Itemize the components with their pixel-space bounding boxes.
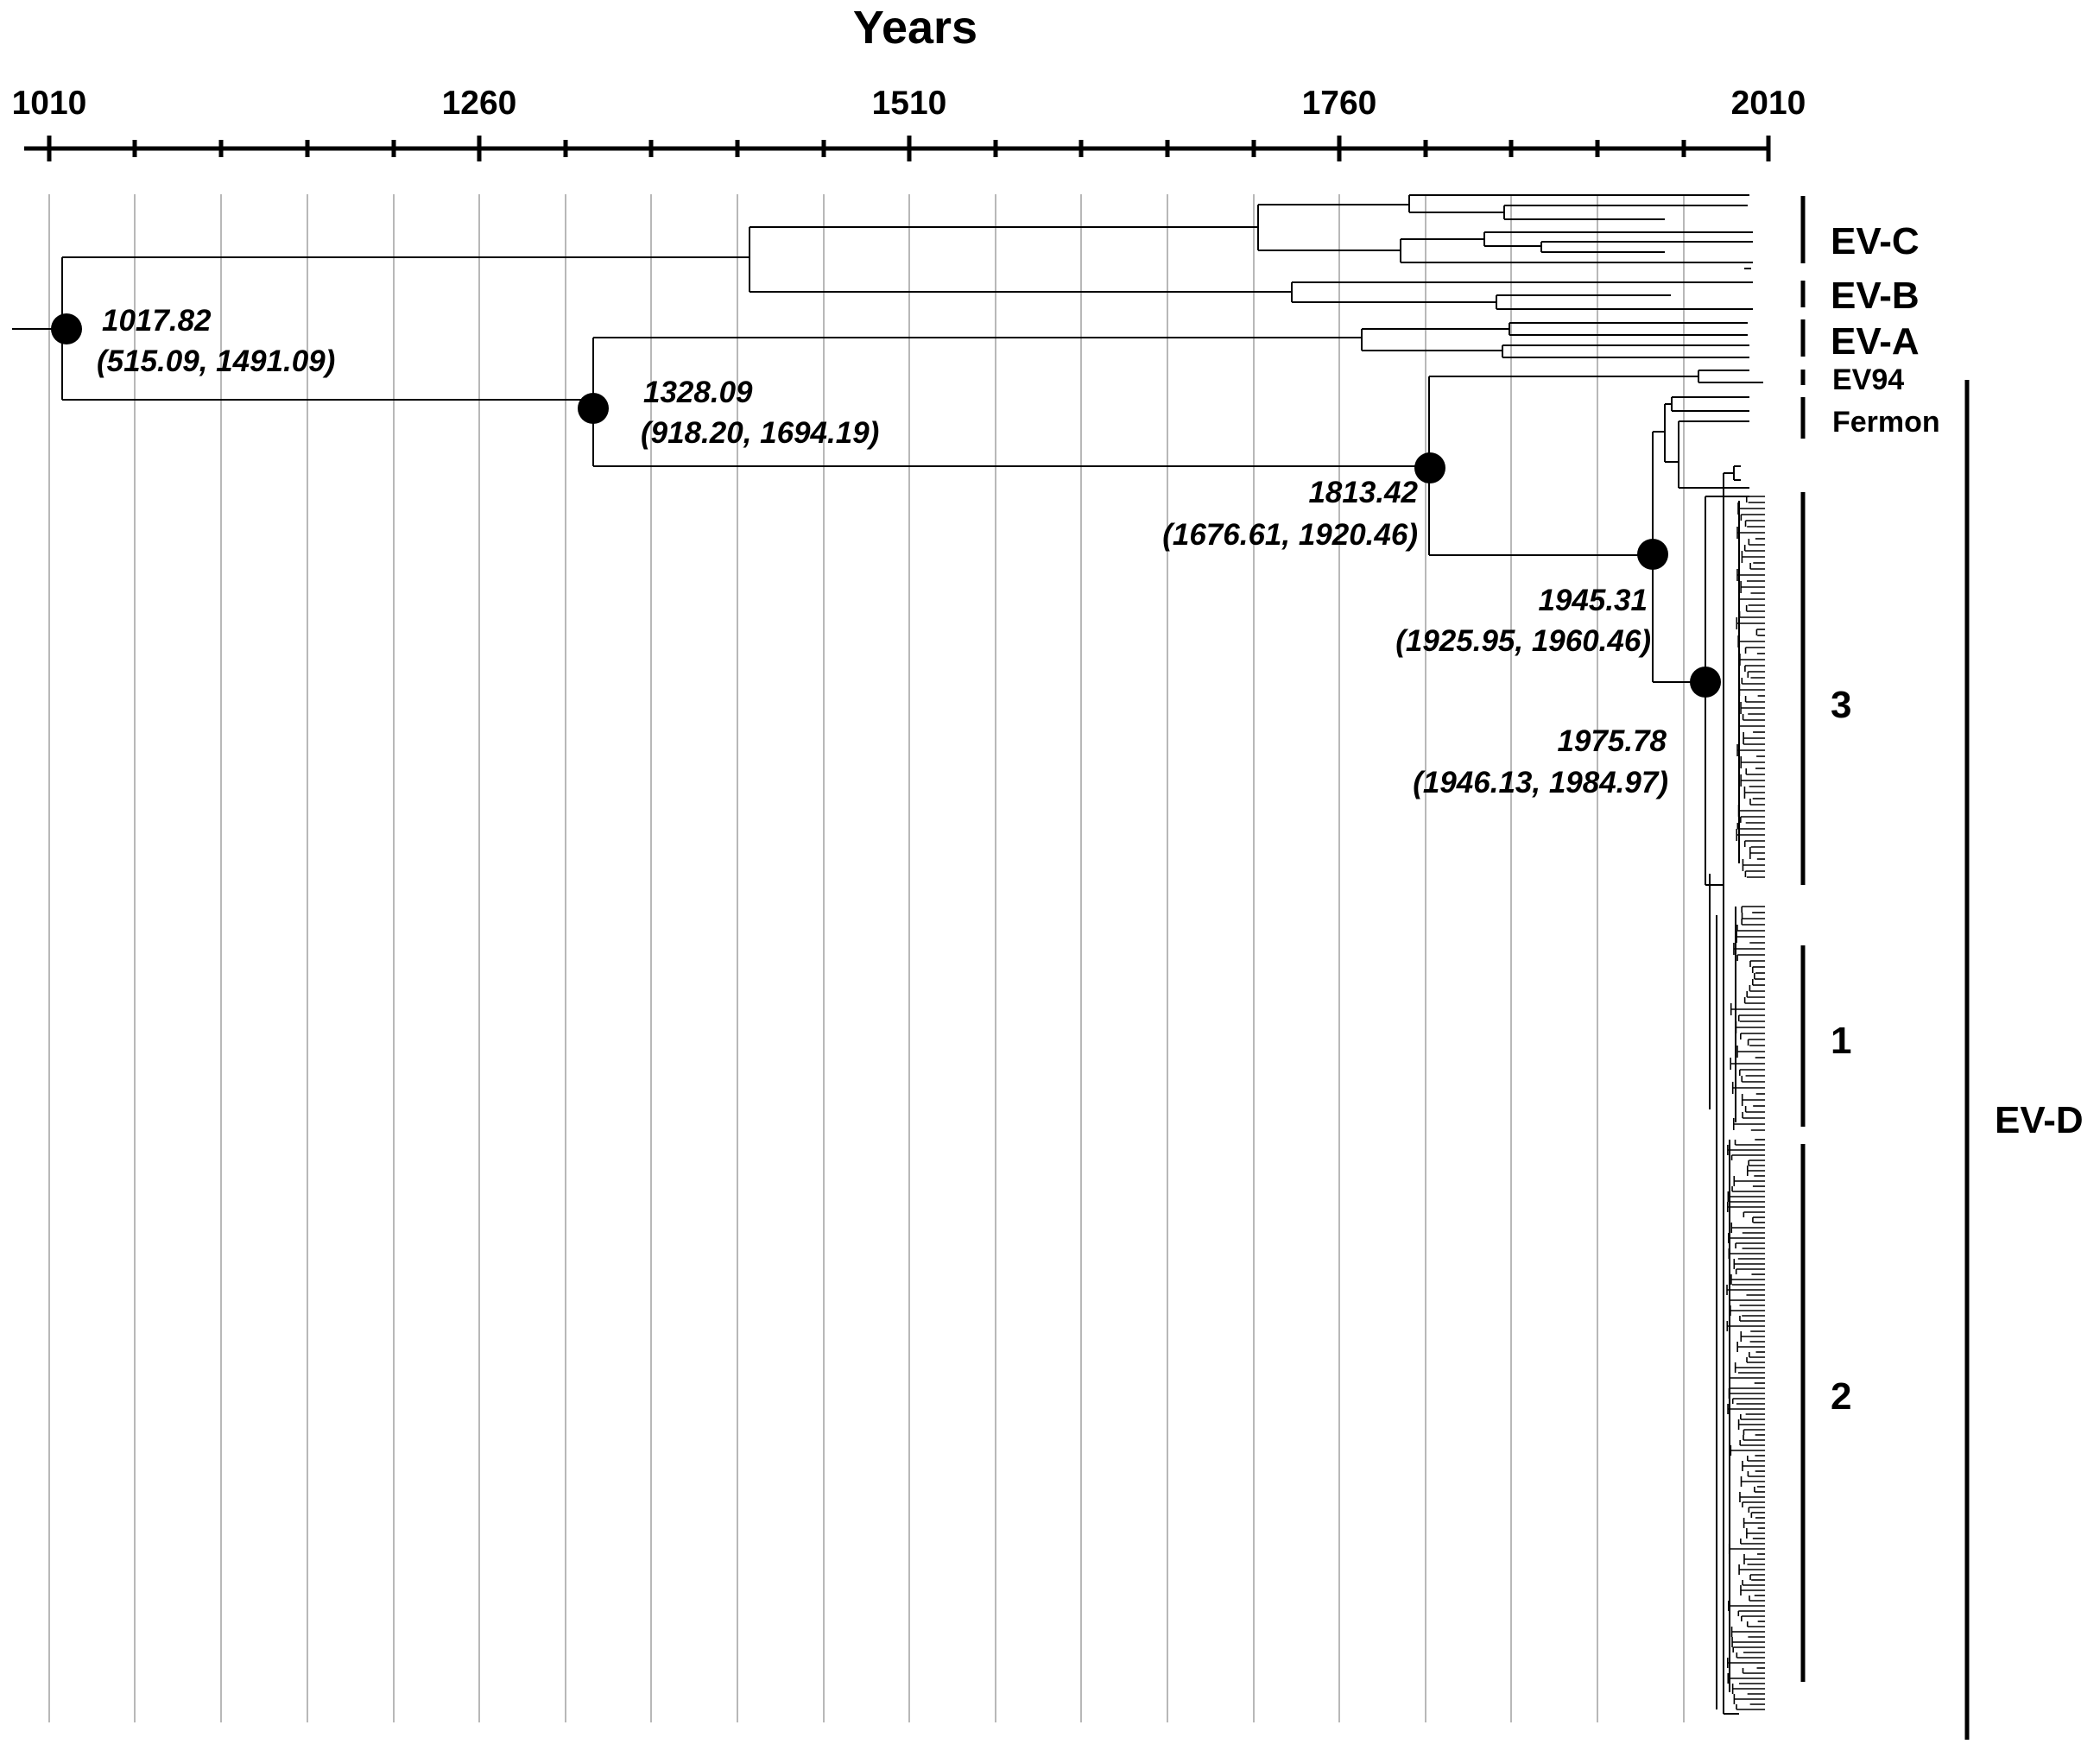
clade-label-sub3: 3 (1831, 684, 1851, 726)
clade-label-sub1: 1 (1831, 1020, 1851, 1062)
tick-label-1010: 1010 (12, 85, 87, 122)
clade-label-ev-b: EV-B (1831, 275, 1920, 317)
tick-label-2010: 2010 (1731, 85, 1806, 122)
gridlines (48, 194, 1685, 1722)
clade-label-ev-d: EV-D (1995, 1099, 2084, 1141)
node-hpd-1945: (1925.95, 1960.46) (1395, 624, 1651, 658)
dense-terminal-branches (1726, 496, 1765, 1710)
node-hpd-1813: (1676.61, 1920.46) (1162, 518, 1418, 552)
time-axis (24, 136, 1771, 161)
clade-label-fermon: Fermon (1832, 406, 1940, 439)
node-hpd-1975: (1946.13, 1984.97) (1413, 766, 1668, 799)
node-dot-1945 (1637, 539, 1668, 570)
tick-label-1510: 1510 (872, 85, 947, 122)
clade-label-ev94: EV94 (1832, 363, 1904, 396)
tree-backbone (12, 194, 1763, 1715)
clade-bars (1800, 196, 1970, 1740)
tick-label-1260: 1260 (442, 85, 517, 122)
node-age-1017: 1017.82 (102, 304, 212, 338)
clade-label-ev-a: EV-A (1831, 320, 1920, 363)
node-age-1945: 1945.31 (1538, 584, 1648, 617)
node-dot-1813 (1414, 452, 1445, 483)
node-hpd-1328: (918.20, 1694.19) (641, 416, 879, 450)
tick-label-1760: 1760 (1302, 85, 1377, 122)
node-hpd-1017: (515.09, 1491.09) (97, 344, 335, 378)
clade-label-sub2: 2 (1831, 1375, 1851, 1418)
node-dot-1328 (578, 393, 609, 424)
node-age-1975: 1975.78 (1557, 724, 1667, 758)
node-dot-1017 (51, 313, 82, 344)
node-age-1813: 1813.42 (1308, 476, 1418, 509)
node-age-1328: 1328.09 (643, 376, 753, 409)
node-dot-1975 (1690, 667, 1721, 698)
clade-label-ev-c: EV-C (1831, 220, 1920, 262)
axis-title: Years (853, 2, 977, 54)
